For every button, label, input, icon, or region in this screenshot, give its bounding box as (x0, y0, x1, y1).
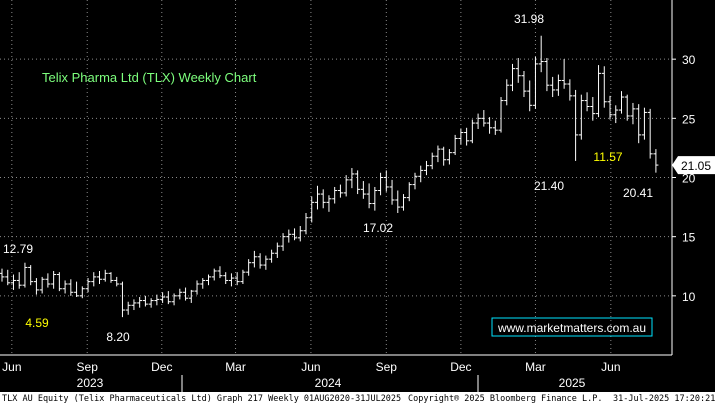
x-tick-label: Dec (450, 360, 471, 374)
chart-title: Telix Pharma Ltd (TLX) Weekly Chart (42, 70, 257, 85)
footer-bar: TLX AU Equity (Telix Pharmaceuticals Ltd… (0, 392, 715, 406)
last-price-label: 21.05 (681, 159, 711, 173)
x-year-label: 2024 (315, 376, 342, 390)
annotation-label: 11.57 (593, 150, 622, 164)
annotation-label: 4.59 (25, 316, 49, 330)
footer-copyright: Copyright® 2025 Bloomberg Finance L.P. (408, 394, 603, 404)
x-tick-label: Jun (601, 360, 620, 374)
y-tick-label: 30 (682, 53, 696, 67)
annotation-label: 17.02 (363, 221, 393, 235)
x-year-label: 2025 (559, 376, 586, 390)
annotation-label: 12.79 (3, 242, 33, 256)
x-year-label: 2023 (77, 376, 104, 390)
y-tick-label: 20 (682, 172, 696, 186)
x-tick-label: Mar (525, 360, 546, 374)
watermark-text: www.marketmatters.com.au (497, 321, 646, 335)
annotation-label: 31.98 (514, 12, 544, 26)
annotation-label: 20.41 (623, 186, 653, 200)
y-tick-label: 25 (682, 112, 696, 126)
last-price-tag (672, 156, 715, 175)
annotation-label: 8.20 (106, 330, 130, 344)
x-tick-label: Sep (77, 360, 99, 374)
footer-security-info: TLX AU Equity (Telix Pharmaceuticals Ltd… (2, 394, 402, 404)
x-tick-label: Jun (2, 360, 21, 374)
annotation-label: 21.40 (534, 179, 564, 193)
x-tick-label: Sep (376, 360, 398, 374)
x-tick-label: Dec (151, 360, 172, 374)
footer-timestamp: 31-Jul-2025 17:20:21 (613, 394, 715, 404)
x-tick-label: Mar (225, 360, 246, 374)
y-tick-label: 10 (682, 290, 696, 304)
watermark-box (491, 317, 653, 337)
y-tick-label: 15 (682, 231, 696, 245)
x-tick-label: Jun (301, 360, 320, 374)
